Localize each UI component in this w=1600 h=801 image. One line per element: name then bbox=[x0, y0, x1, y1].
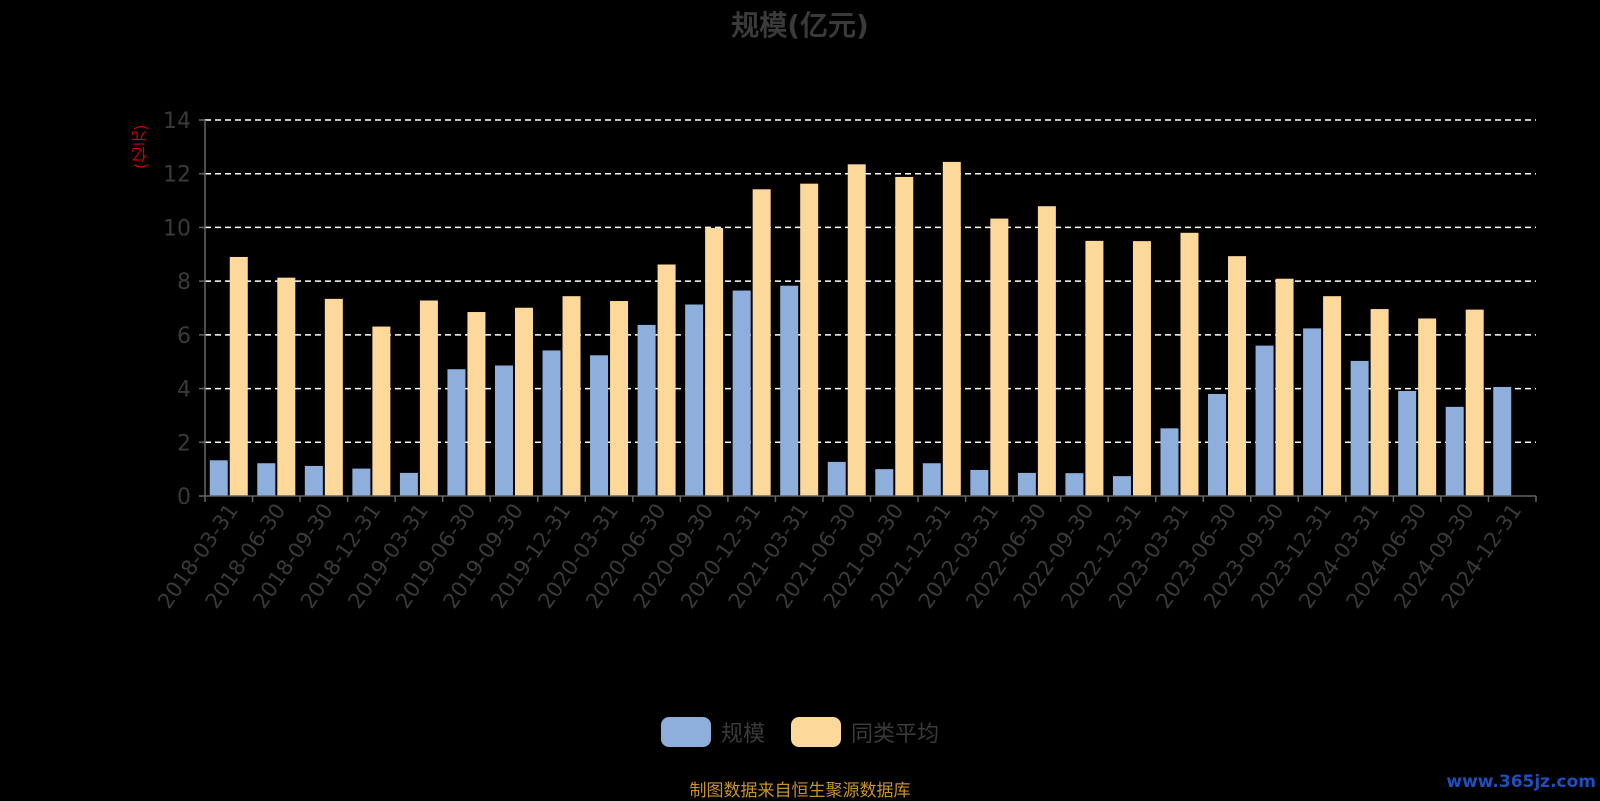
legend-label-scale: 规模 bbox=[720, 722, 765, 747]
legend: 规模 同类平均 bbox=[0, 716, 1600, 748]
bar-scale[interactable] bbox=[1350, 360, 1369, 496]
bar-scale[interactable] bbox=[1112, 476, 1131, 496]
bar-average[interactable] bbox=[752, 189, 771, 496]
bar-average[interactable] bbox=[800, 183, 819, 496]
legend-item-average[interactable]: 同类平均 bbox=[791, 716, 939, 748]
bar-average[interactable] bbox=[1037, 206, 1056, 496]
bar-scale[interactable] bbox=[590, 355, 609, 496]
y-tick-label: 4 bbox=[177, 378, 191, 403]
bar-scale[interactable] bbox=[399, 472, 418, 496]
legend-swatch-average bbox=[791, 717, 841, 747]
y-tick-label: 8 bbox=[177, 270, 191, 295]
bar-scale[interactable] bbox=[732, 290, 751, 496]
bar-average[interactable] bbox=[1228, 256, 1247, 496]
bar-scale[interactable] bbox=[1445, 406, 1464, 496]
bar-scale[interactable] bbox=[352, 468, 371, 496]
bar-scale[interactable] bbox=[209, 460, 228, 496]
bar-average[interactable] bbox=[372, 326, 391, 496]
bar-average[interactable] bbox=[1180, 232, 1199, 497]
y-tick-label: 0 bbox=[177, 485, 191, 510]
bar-scale[interactable] bbox=[827, 461, 846, 496]
bar-average[interactable] bbox=[1132, 241, 1151, 496]
legend-label-average: 同类平均 bbox=[851, 722, 940, 747]
bar-average[interactable] bbox=[942, 161, 961, 496]
bar-average[interactable] bbox=[229, 256, 248, 496]
bar-average[interactable] bbox=[1275, 278, 1294, 496]
bar-average[interactable] bbox=[990, 218, 1009, 496]
bar-average[interactable] bbox=[1418, 318, 1437, 496]
bar-scale[interactable] bbox=[257, 463, 276, 496]
bar-average[interactable] bbox=[467, 312, 486, 496]
bar-average[interactable] bbox=[705, 227, 724, 497]
bar-scale[interactable] bbox=[542, 350, 561, 496]
bar-scale[interactable] bbox=[1398, 390, 1417, 496]
bar-scale[interactable] bbox=[922, 463, 941, 496]
bar-average[interactable] bbox=[657, 264, 676, 496]
y-tick-label: 12 bbox=[163, 163, 191, 188]
bar-average[interactable] bbox=[610, 301, 629, 496]
bar-average[interactable] bbox=[847, 164, 866, 497]
watermark-text: www.365jz.com bbox=[1446, 772, 1596, 792]
chart-title: 规模(亿元) bbox=[731, 9, 869, 42]
bar-scale[interactable] bbox=[637, 324, 656, 496]
bar-average[interactable] bbox=[1465, 309, 1484, 496]
bar-scale[interactable] bbox=[1160, 428, 1179, 496]
legend-item-scale[interactable]: 规模 bbox=[660, 716, 765, 748]
bar-scale[interactable] bbox=[1255, 345, 1274, 496]
bar-average[interactable] bbox=[419, 300, 438, 496]
y-tick-label: 2 bbox=[177, 431, 191, 456]
bar-scale[interactable] bbox=[494, 365, 513, 496]
bar-scale[interactable] bbox=[780, 285, 799, 496]
bar-scale[interactable] bbox=[1493, 386, 1512, 496]
bar-average[interactable] bbox=[1323, 296, 1342, 496]
bar-average[interactable] bbox=[514, 307, 533, 496]
bar-scale[interactable] bbox=[1065, 473, 1084, 496]
bar-scale[interactable] bbox=[875, 469, 894, 496]
bar-scale[interactable] bbox=[1208, 393, 1227, 496]
bar-scale[interactable] bbox=[447, 369, 466, 496]
bar-scale[interactable] bbox=[1303, 328, 1322, 496]
x-tick-labels: 2018-03-312018-06-302018-09-302018-12-31… bbox=[153, 499, 1526, 613]
bar-average[interactable] bbox=[277, 277, 296, 496]
bar-average[interactable] bbox=[562, 296, 581, 496]
bar-average[interactable] bbox=[895, 176, 914, 497]
bar-average[interactable] bbox=[1085, 240, 1104, 496]
axes bbox=[199, 119, 1537, 502]
bar-average[interactable] bbox=[1370, 309, 1389, 496]
y-tick-label: 14 bbox=[163, 109, 191, 134]
bars bbox=[209, 161, 1512, 497]
legend-swatch-scale bbox=[660, 717, 711, 747]
source-note: 制图数据来自恒生聚源数据库 bbox=[689, 781, 911, 801]
y-tick-label: 10 bbox=[163, 216, 191, 241]
bar-scale[interactable] bbox=[685, 304, 704, 496]
bar-scale[interactable] bbox=[970, 469, 989, 496]
y-tick-label: 6 bbox=[177, 324, 191, 349]
bar-scale[interactable] bbox=[1017, 472, 1036, 496]
bar-scale[interactable] bbox=[304, 465, 323, 496]
bar-average[interactable] bbox=[324, 298, 343, 496]
y-tick-labels: 0 2 4 6 8 10 12 14 bbox=[163, 109, 191, 510]
